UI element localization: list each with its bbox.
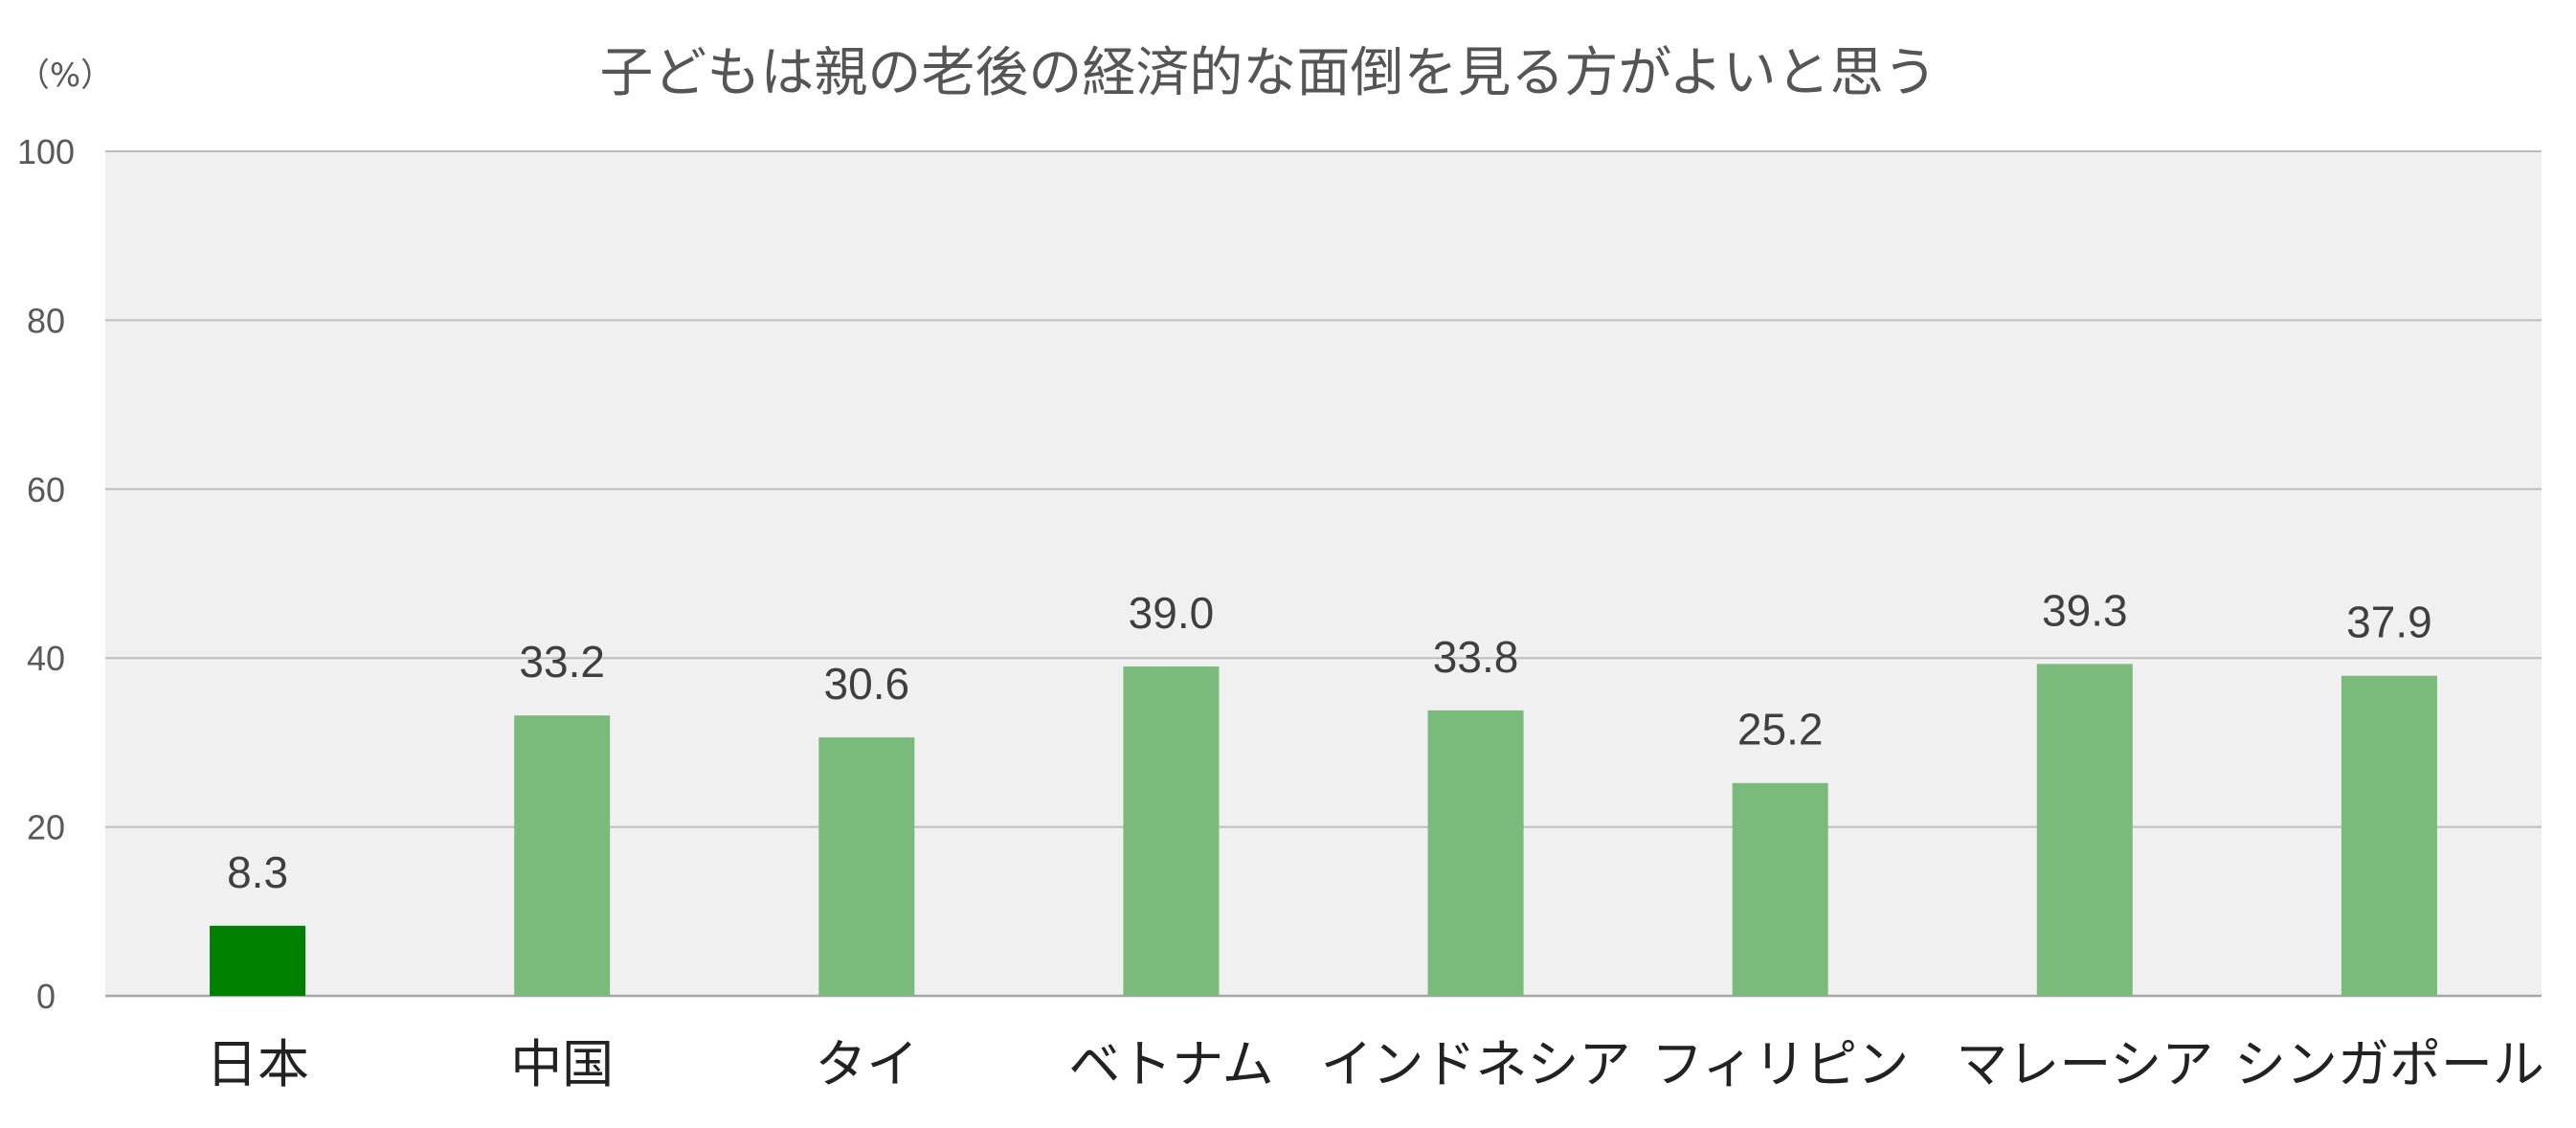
bar [818,737,915,996]
y-tick-label: 100 [17,132,75,171]
bar [1427,710,1524,996]
x-tick-label: フィリピン [1651,1034,1909,1094]
data-labels: 8.3 33.2 30.6 39.0 33.8 25.2 39.3 37.9 [227,585,2432,896]
data-label: 30.6 [824,659,910,709]
data-label: 33.8 [1433,632,1519,682]
y-tick-label: 80 [27,301,65,340]
x-axis-ticks: 日本 中国 タイ ベトナム インドネシア フィリピン マレーシア シンガポール [206,1034,2544,1094]
y-unit-label: （%） [17,56,113,95]
data-label: 39.0 [1129,588,1215,638]
x-tick-label: 日本 [206,1034,309,1094]
y-tick-label: 20 [27,808,65,847]
x-tick-label: 中国 [510,1034,614,1094]
bar [2036,664,2133,996]
bar [2341,675,2437,996]
bar [1123,666,1220,996]
plot-area [105,151,2542,996]
data-label: 33.2 [519,637,605,687]
chart-title: 子どもは親の老後の経済的な面倒を見る方がよいと思う [599,42,1937,104]
x-tick-label: マレーシア [1956,1034,2213,1094]
bar [514,715,611,996]
gridlines [105,150,2542,998]
data-label: 25.2 [1737,705,1824,755]
x-tick-label: シンガポール [2234,1034,2544,1094]
x-tick-label: タイ [815,1034,918,1094]
x-tick-label: ベトナム [1068,1034,1273,1094]
x-tick-label: インドネシア [1321,1034,1631,1094]
bar [1732,782,1828,996]
data-label: 39.3 [2042,585,2128,635]
bars [210,664,2437,996]
y-tick-label: 40 [27,639,65,678]
y-tick-label: 60 [27,470,65,509]
bar [210,925,306,996]
y-axis-ticks: 0 20 40 60 80 100 [17,132,75,1016]
data-label: 8.3 [227,847,288,897]
data-label: 37.9 [2346,598,2432,647]
y-tick-label: 0 [36,977,56,1016]
